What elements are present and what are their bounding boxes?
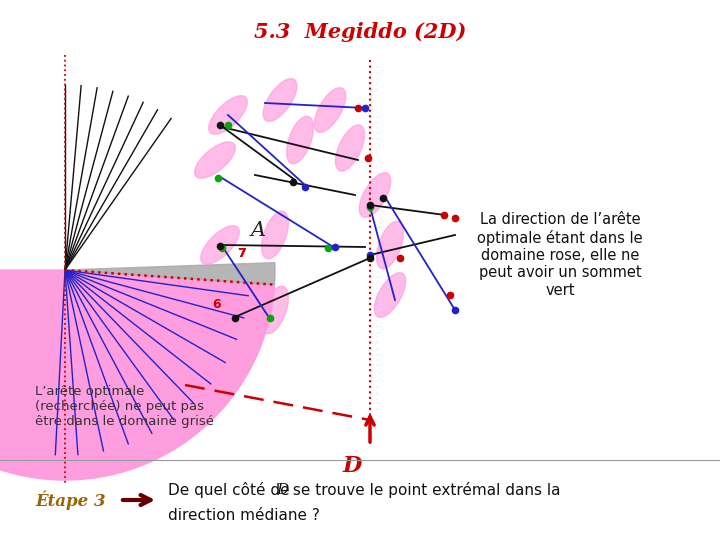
Ellipse shape bbox=[201, 226, 239, 264]
Text: 5.3  Megiddo (2D): 5.3 Megiddo (2D) bbox=[254, 22, 466, 42]
Text: direction médiane ?: direction médiane ? bbox=[168, 508, 320, 523]
Text: A: A bbox=[251, 220, 266, 240]
Text: D: D bbox=[276, 483, 288, 497]
Ellipse shape bbox=[315, 87, 346, 132]
Ellipse shape bbox=[261, 286, 289, 334]
Text: De quel côté de: De quel côté de bbox=[168, 482, 294, 498]
Ellipse shape bbox=[261, 211, 289, 259]
Ellipse shape bbox=[194, 142, 235, 178]
Ellipse shape bbox=[199, 297, 240, 333]
Text: L’arête optimale
(recherchée) ne peut pas
être dans le domaine grisé: L’arête optimale (recherchée) ne peut pa… bbox=[35, 385, 214, 428]
Text: La direction de l’arête
optimale étant dans le
domaine rose, elle ne
peut avoir : La direction de l’arête optimale étant d… bbox=[477, 212, 643, 298]
Ellipse shape bbox=[287, 116, 313, 164]
Text: se trouve le point extrémal dans la: se trouve le point extrémal dans la bbox=[288, 482, 560, 498]
Ellipse shape bbox=[359, 173, 391, 217]
Text: 7: 7 bbox=[237, 247, 246, 260]
Text: 7: 7 bbox=[237, 247, 246, 260]
Ellipse shape bbox=[209, 96, 247, 134]
Text: Étape 3: Étape 3 bbox=[35, 490, 106, 510]
Wedge shape bbox=[0, 270, 274, 480]
Wedge shape bbox=[65, 262, 275, 285]
Ellipse shape bbox=[377, 221, 403, 269]
Ellipse shape bbox=[336, 125, 364, 171]
Ellipse shape bbox=[374, 273, 405, 318]
Ellipse shape bbox=[263, 79, 297, 122]
Text: D: D bbox=[343, 455, 361, 477]
Text: 6: 6 bbox=[212, 298, 220, 311]
Circle shape bbox=[0, 60, 275, 480]
